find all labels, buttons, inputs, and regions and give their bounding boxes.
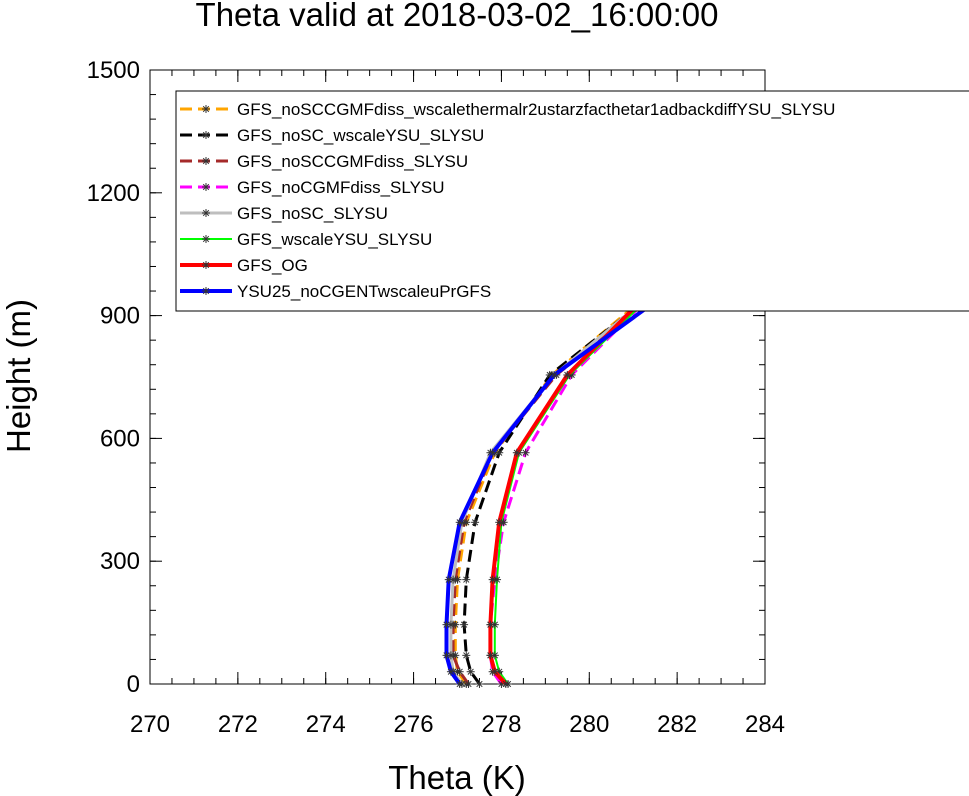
legend-item: GFS_OG [180,256,308,275]
x-tick-label: 282 [657,711,697,738]
y-tick-label: 0 [127,671,140,698]
x-axis-label: Theta (K) [388,759,526,796]
data-point [501,680,510,688]
legend-label: GFS_OG [237,256,308,275]
series-line [444,207,767,686]
legend-item: GFS_noSC_wscaleYSU_SLYSU [180,126,484,145]
y-tick-label: 1500 [87,57,140,84]
legend-label: GFS_noSC_SLYSU [237,204,388,223]
data-point [462,575,471,584]
legend-marker [202,235,210,243]
legend-marker [202,183,210,191]
x-tick-label: 272 [218,711,258,738]
data-point [466,667,475,676]
y-tick-label: 300 [100,548,140,575]
x-tick-label: 278 [481,711,521,738]
x-axis: 270 272 274 276 278 280 282 284 [130,70,785,738]
y-axis: 0 300 600 900 1200 1500 [87,57,765,698]
data-point [550,370,559,379]
legend-label: GFS_noCGMFdiss_SLYSU [237,178,445,197]
y-tick-label: 1200 [87,180,140,207]
legend-marker [202,131,210,139]
legend-item: GFS_wscaleYSU_SLYSU [180,230,432,249]
data-point [462,651,471,660]
data-point [488,448,497,457]
data-point [442,651,451,660]
x-tick-label: 276 [394,711,434,738]
legend-marker [202,287,210,295]
data-point [471,518,480,527]
legend: GFS_noSCCGMFdiss_wscalethermalr2ustarzfa… [175,90,969,312]
y-tick-label: 600 [100,425,140,452]
data-point [486,620,495,629]
legend-label: YSU25_noCGENTwscaleuPrGFS [237,282,491,301]
data-point [490,667,499,676]
data-point [446,667,455,676]
data-point [486,651,495,660]
data-point [488,575,497,584]
legend-item: GFS_noSCCGMFdiss_wscalethermalr2ustarzfa… [180,100,835,119]
x-tick-label: 280 [569,711,609,738]
legend-marker [202,105,210,113]
data-point [495,518,504,527]
chart-title: Theta valid at 2018-03-02_16:00:00 [196,0,719,33]
series-line [449,207,766,685]
legend-label: GFS_noSC_wscaleYSU_SLYSU [237,126,484,145]
legend-item: GFS_noCGMFdiss_SLYSU [180,178,445,197]
x-tick-label: 270 [130,711,170,738]
legend-box [175,90,969,312]
legend-marker [202,261,210,269]
data-point [475,680,484,688]
series-line [451,208,766,685]
data-point [455,680,464,688]
legend-marker [202,209,210,217]
data-point [455,518,464,527]
x-tick-label: 274 [306,711,346,738]
legend-marker [202,157,210,165]
legend-item: YSU25_noCGENTwscaleuPrGFS [180,282,491,301]
data-point [563,370,572,379]
y-axis-label: Height (m) [0,299,37,453]
data-point [460,620,469,629]
series-layer [442,205,772,688]
legend-label: GFS_noSCCGMFdiss_wscalethermalr2ustarzfa… [237,100,835,119]
data-point [444,575,453,584]
legend-label: GFS_noSCCGMFdiss_SLYSU [237,152,468,171]
legend-label: GFS_wscaleYSU_SLYSU [237,230,432,249]
legend-item: GFS_noSC_SLYSU [180,204,388,223]
data-point [442,620,451,629]
data-point [464,680,473,688]
legend-item: GFS_noSCCGMFdiss_SLYSU [180,152,468,171]
y-tick-label: 900 [100,303,140,330]
x-tick-label: 284 [745,711,785,738]
data-point [512,448,521,457]
